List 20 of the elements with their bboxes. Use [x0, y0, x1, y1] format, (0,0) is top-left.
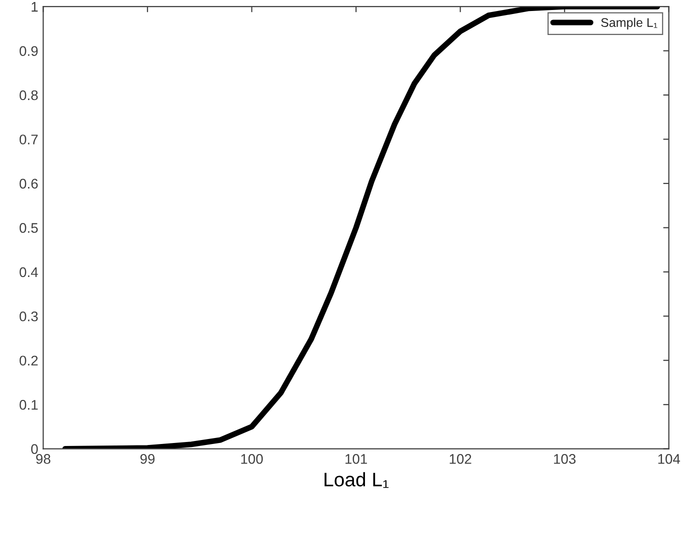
- y-tick-label: 0.4: [20, 267, 38, 278]
- x-tick-label: 103: [554, 454, 576, 464]
- y-tick-label: 0.8: [20, 90, 38, 100]
- y-tick-label: 0.3: [20, 311, 38, 322]
- legend-label: Sample L₁: [601, 18, 658, 30]
- x-tick-label: 101: [346, 454, 367, 464]
- x-tick-label: 100: [241, 454, 263, 464]
- x-tick-label: 98: [36, 454, 50, 464]
- y-tick-label: 0.5: [20, 223, 38, 233]
- y-tick-label: 0: [31, 444, 38, 454]
- x-tick-label: 102: [450, 454, 472, 464]
- y-tick-label: 0.2: [20, 356, 38, 366]
- y-tick-label: 1: [32, 2, 38, 12]
- y-tick-label: 0.7: [20, 134, 38, 144]
- y-tick-label: 0.1: [20, 400, 38, 410]
- x-axis-title: Load L₁: [324, 472, 389, 488]
- x-tick-label: 104: [658, 454, 680, 464]
- y-tick-label: 0.9: [20, 46, 38, 56]
- x-tick-label: 99: [140, 454, 155, 464]
- y-tick-label: 0.6: [20, 178, 38, 189]
